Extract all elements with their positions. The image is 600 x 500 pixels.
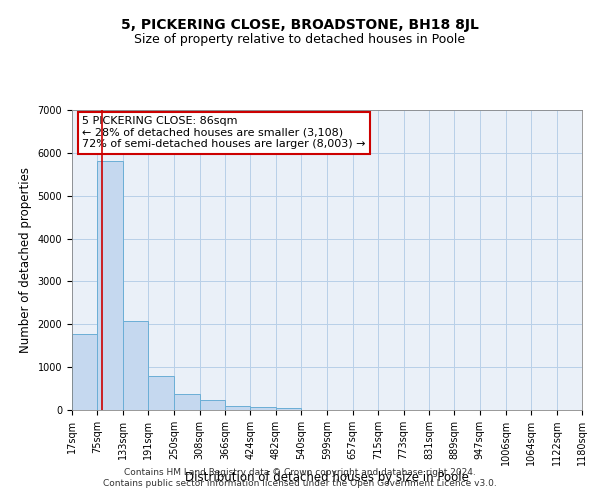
Bar [123, 321, 148, 410]
Bar [72, 334, 97, 410]
Bar [200, 400, 225, 410]
Y-axis label: Number of detached properties: Number of detached properties [19, 167, 32, 353]
Text: 5 PICKERING CLOSE: 86sqm
← 28% of detached houses are smaller (3,108)
72% of sem: 5 PICKERING CLOSE: 86sqm ← 28% of detach… [82, 116, 366, 149]
Bar [148, 376, 174, 410]
Bar [174, 394, 200, 410]
Text: Size of property relative to detached houses in Poole: Size of property relative to detached ho… [134, 32, 466, 46]
Bar [250, 407, 276, 410]
Bar [97, 162, 123, 410]
Bar [225, 406, 250, 410]
Text: 5, PICKERING CLOSE, BROADSTONE, BH18 8JL: 5, PICKERING CLOSE, BROADSTONE, BH18 8JL [121, 18, 479, 32]
Bar [276, 408, 301, 410]
Text: Contains HM Land Registry data © Crown copyright and database right 2024.
Contai: Contains HM Land Registry data © Crown c… [103, 468, 497, 487]
X-axis label: Distribution of detached houses by size in Poole: Distribution of detached houses by size … [185, 471, 469, 484]
